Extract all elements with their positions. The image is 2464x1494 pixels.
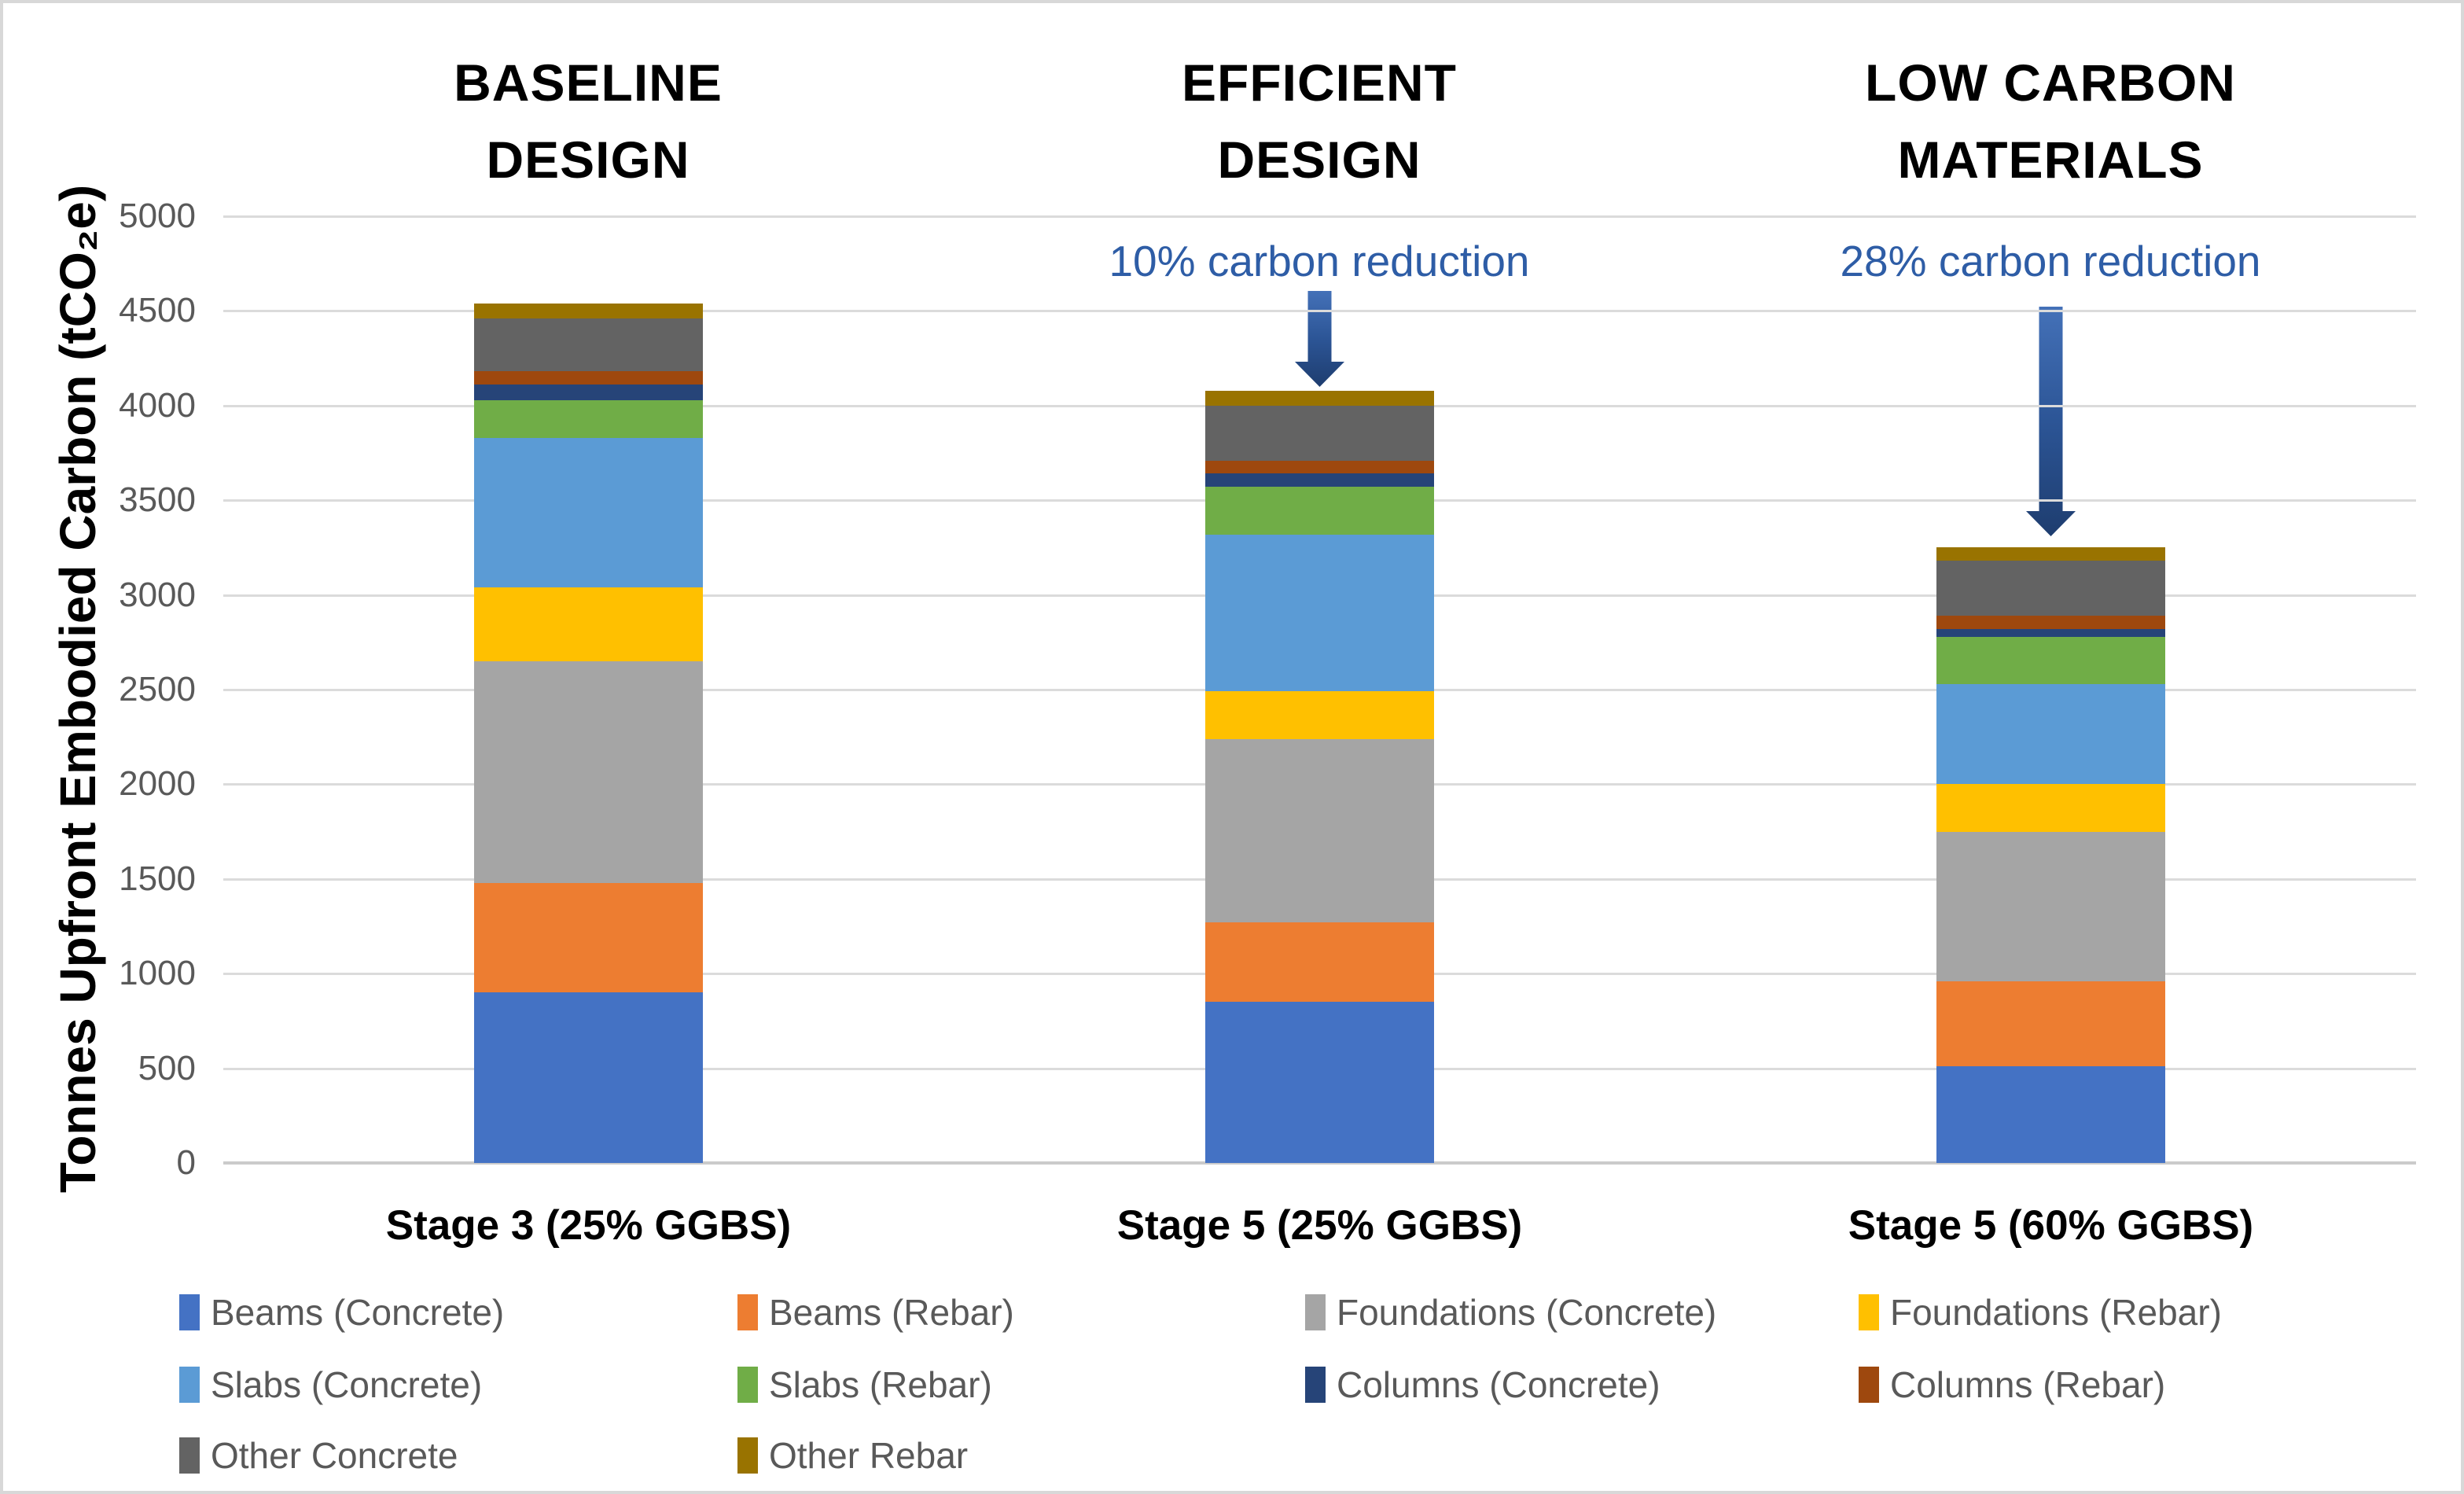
legend-label: Foundations (Rebar) [1890,1292,2222,1333]
bar-segment-other-rebar [1205,391,1434,406]
title-line: LOW CARBON [1865,53,2236,112]
x-axis-label: Stage 3 (25% GGBS) [385,1202,792,1249]
y-tick-label: 4000 [119,386,196,425]
y-tick-label: 0 [176,1143,196,1182]
legend-label: Other Concrete [211,1435,458,1476]
bar-segment-columns-concrete [474,385,703,400]
legend-swatch-icon [1305,1294,1326,1330]
legend-label: Slabs (Concrete) [211,1364,483,1405]
bar-segment-slabs-concrete [1936,684,2165,784]
y-tick-label: 1500 [119,859,196,898]
bar-segment-columns-concrete [1205,473,1434,487]
bar-segment-beams-concrete [1205,1002,1434,1163]
bar-segment-columns-rebar [474,371,703,385]
legend-label: Other Rebar [769,1435,969,1476]
stacked-bar [1205,3,1434,1163]
y-tick-label: 5000 [119,197,196,235]
bar-segment-other-concrete [1205,406,1434,461]
stacked-bar [474,3,703,1163]
title-line: BASELINE [454,53,723,112]
legend-label: Beams (Rebar) [769,1292,1014,1333]
y-tick-label: 3000 [119,576,196,614]
title-line: MATERIALS [1897,131,2204,189]
title-line: EFFICIENT [1182,53,1457,112]
bar-segment-foundations-rebar [1205,691,1434,739]
legend-swatch-icon [1859,1294,1879,1330]
column-title-baseline: BASELINE DESIGN [234,44,942,198]
x-axis-label: Stage 5 (60% GGBS) [1848,1202,2254,1249]
bar-segment-beams-concrete [474,992,703,1163]
legend-label: Columns (Concrete) [1337,1364,1660,1405]
legend-label: Columns (Rebar) [1890,1364,2166,1405]
legend-label: Slabs (Rebar) [769,1364,992,1405]
annotation-28-percent: 28% carbon reduction [1840,237,2261,285]
y-tick-label: 3500 [119,480,196,519]
bar-segment-beams-rebar [1936,981,2165,1066]
bar-segment-foundations-rebar [1936,784,2165,832]
y-tick-label: 4500 [119,291,196,329]
stacked-bar [1936,3,2165,1163]
legend-label: Foundations (Concrete) [1337,1292,1717,1333]
bar-segment-foundations-concrete [1936,832,2165,981]
bar-segment-other-concrete [1936,561,2165,616]
bar-segment-slabs-rebar [1936,637,2165,684]
bar-segment-slabs-concrete [474,438,703,587]
bar-segment-slabs-rebar [1205,487,1434,535]
legend-swatch-icon [1859,1367,1879,1403]
legend-swatch-icon [737,1367,758,1403]
legend-swatch-icon [179,1437,200,1474]
y-tick-label: 1000 [119,954,196,992]
bar-segment-columns-rebar [1936,616,2165,629]
legend-swatch-icon [1305,1367,1326,1403]
legend-swatch-icon [179,1294,200,1330]
bar-segment-foundations-concrete [1205,739,1434,922]
legend-label: Beams (Concrete) [211,1292,505,1333]
column-title-low-carbon: LOW CARBON MATERIALS [1697,44,2404,198]
y-tick-label: 500 [138,1049,196,1087]
title-line: DESIGN [486,131,690,189]
bar-segment-columns-rebar [1205,461,1434,473]
bar-segment-beams-rebar [1205,922,1434,1002]
bar-segment-other-rebar [474,304,703,318]
bar-segment-foundations-concrete [474,661,703,883]
y-tick-label: 2000 [119,764,196,803]
bar-segment-other-rebar [1936,547,2165,561]
bar-segment-other-concrete [474,318,703,371]
legend-swatch-icon [179,1367,200,1403]
bar-segment-beams-rebar [474,883,703,992]
column-title-efficient: EFFICIENT DESIGN [965,44,1673,198]
bar-segment-foundations-rebar [474,587,703,661]
bar-segment-slabs-concrete [1205,535,1434,691]
annotation-10-percent: 10% carbon reduction [1109,237,1530,285]
x-axis-line [223,1161,2416,1165]
title-line: DESIGN [1217,131,1421,189]
gridline [223,215,2416,218]
x-axis-label: Stage 5 (25% GGBS) [1116,1202,1523,1249]
y-tick-label: 2500 [119,670,196,708]
gridline [223,310,2416,312]
bar-segment-beams-concrete [1936,1066,2165,1163]
bar-segment-columns-concrete [1936,629,2165,637]
legend-swatch-icon [737,1437,758,1474]
bar-segment-slabs-rebar [474,400,703,438]
legend-swatch-icon [737,1294,758,1330]
